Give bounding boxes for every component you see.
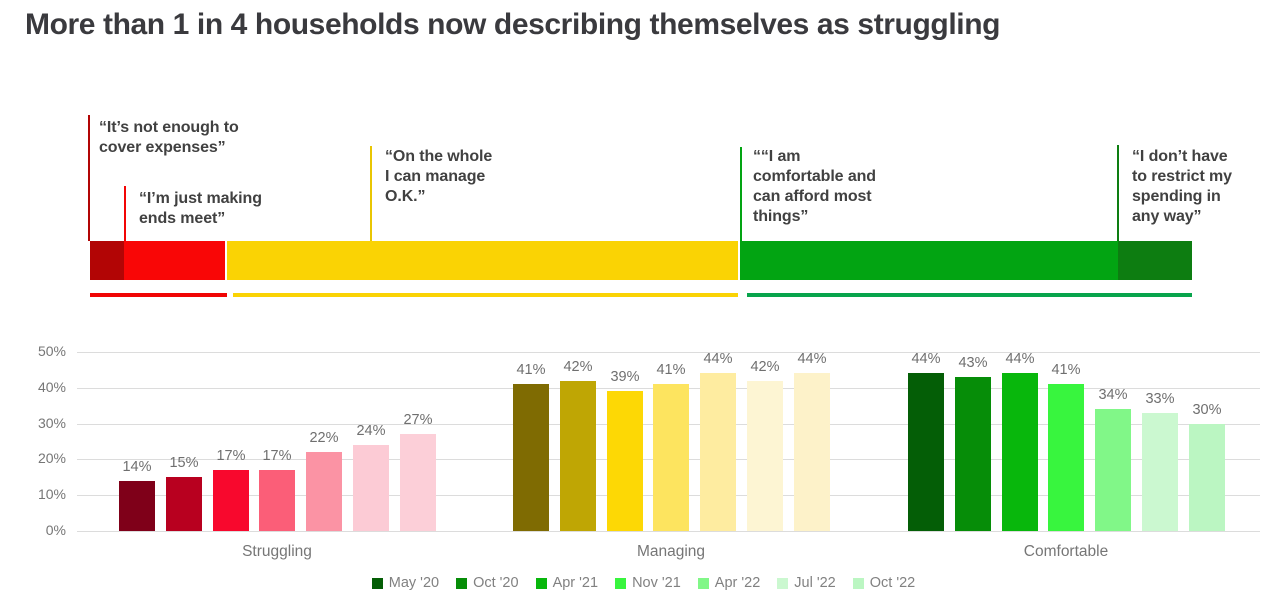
bar-value-label: 42%	[563, 359, 593, 375]
bar	[1095, 409, 1131, 531]
bar-value-label: 44%	[1005, 351, 1035, 367]
bar-value-label: 41%	[1051, 362, 1081, 378]
bar	[166, 477, 202, 531]
bar	[653, 384, 689, 531]
bar-value-label: 41%	[516, 362, 546, 378]
legend-swatch	[777, 577, 789, 589]
legend-swatch	[456, 577, 468, 589]
callout-line-4	[740, 147, 742, 241]
quote-manage-ok: “On the whole I can manage O.K.”	[385, 148, 493, 205]
bar	[607, 391, 643, 531]
legend-label: Nov '21	[632, 575, 681, 591]
legend-item: Apr '22	[697, 575, 761, 591]
legend-item: Nov '21	[615, 575, 681, 591]
bar	[513, 384, 549, 531]
bar	[1048, 384, 1084, 531]
bar-value-label: 30%	[1192, 402, 1222, 418]
page-title: More than 1 in 4 households now describi…	[25, 8, 1001, 41]
bar-value-label: 24%	[356, 423, 386, 439]
bar-value-label: 22%	[309, 430, 339, 446]
bar	[213, 470, 249, 531]
bar-value-label: 14%	[122, 459, 152, 475]
callout-line-2	[124, 186, 126, 241]
bar	[908, 373, 944, 531]
callout-line-3	[370, 146, 372, 241]
quote-not-enough: “It’s not enough to cover expenses”	[99, 119, 239, 156]
bar-value-label: 41%	[656, 362, 686, 378]
bar-value-label: 15%	[169, 455, 199, 471]
bar	[353, 445, 389, 531]
bar	[794, 373, 830, 531]
quote-afford-most: ““I am comfortable and can afford most t…	[753, 148, 876, 225]
bar	[119, 481, 155, 531]
bar	[560, 381, 596, 531]
bar-value-label: 44%	[703, 351, 733, 367]
bar-value-label: 44%	[911, 351, 941, 367]
category-label: Comfortable	[1023, 543, 1109, 560]
bar	[400, 434, 436, 531]
legend-label: Oct '22	[869, 575, 916, 591]
bar-value-label: 17%	[216, 448, 246, 464]
legend-item: May '20	[371, 575, 440, 591]
legend-swatch	[615, 577, 627, 589]
y-axis-tick: 10%	[37, 486, 66, 502]
bar-value-label: 43%	[958, 355, 988, 371]
gridline	[77, 352, 1260, 353]
bar	[1142, 413, 1178, 531]
quote-no-restrict: “I don’t have to restrict my spending in…	[1132, 148, 1232, 225]
legend-item: Apr '21	[535, 575, 599, 591]
legend-swatch	[535, 577, 547, 589]
bar-value-label: 39%	[610, 369, 640, 385]
gridline	[77, 531, 1260, 532]
legend-swatch	[852, 577, 864, 589]
underline-comfortable	[747, 293, 1192, 297]
bar-value-label: 42%	[750, 359, 780, 375]
bar-value-label: 17%	[262, 448, 292, 464]
band-segment-comfortable	[740, 241, 1118, 280]
bar-value-label: 27%	[403, 412, 433, 428]
band-segment-managing	[227, 241, 738, 280]
bar	[259, 470, 295, 531]
legend-label: Apr '21	[552, 575, 599, 591]
chart-legend: May '20 Oct '20 Apr '21 Nov '21 Apr '22 Jul '…	[0, 575, 1287, 591]
bar	[747, 381, 783, 531]
bar-value-label: 33%	[1145, 391, 1175, 407]
bar	[306, 452, 342, 531]
bar	[700, 373, 736, 531]
callout-line-5	[1117, 145, 1119, 241]
y-axis-tick: 20%	[37, 450, 66, 466]
legend-label: Apr '22	[714, 575, 761, 591]
legend-item: Oct '20	[456, 575, 519, 591]
legend-label: Jul '22	[794, 575, 836, 591]
underline-struggling	[90, 293, 227, 297]
legend-label: Oct '20	[473, 575, 519, 591]
legend-item: Oct '22	[852, 575, 916, 591]
band-segment-comfortable-dark	[1118, 241, 1192, 280]
underline-managing	[233, 293, 738, 297]
legend-item: Jul '22	[777, 575, 836, 591]
y-axis-tick: 50%	[37, 343, 66, 359]
y-axis-tick: 30%	[37, 415, 66, 431]
bar	[1002, 373, 1038, 531]
category-label: Managing	[636, 543, 706, 560]
legend-swatch	[371, 577, 383, 589]
y-axis-tick: 40%	[37, 379, 66, 395]
legend-swatch	[697, 577, 709, 589]
callout-line-1	[88, 115, 90, 241]
legend-label: May '20	[388, 575, 440, 591]
bar-value-label: 44%	[797, 351, 827, 367]
y-axis-tick: 0%	[45, 522, 66, 538]
bar-value-label: 34%	[1098, 387, 1128, 403]
bar	[955, 377, 991, 531]
quote-ends-meet: “I’m just making ends meet”	[139, 190, 262, 227]
category-label: Struggling	[242, 543, 312, 560]
band-segment-struggling-dark	[90, 241, 124, 280]
band-segment-struggling	[124, 241, 225, 280]
bar	[1189, 424, 1225, 531]
